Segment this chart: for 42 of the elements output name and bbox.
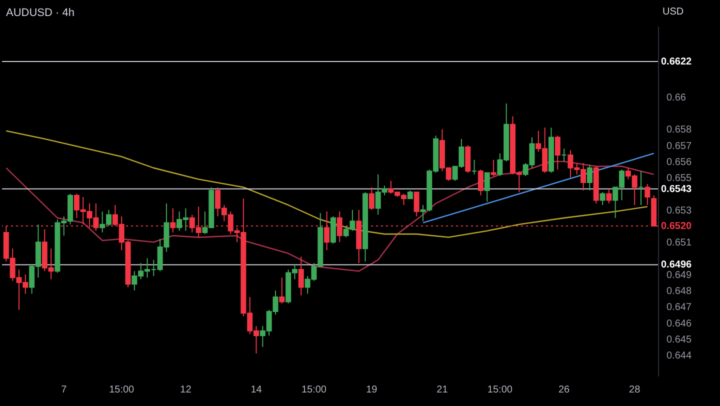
y-axis-title: USD bbox=[662, 6, 684, 18]
y-tick-label: 0.648 bbox=[666, 286, 692, 298]
x-tick-label: 15:00 bbox=[487, 384, 513, 396]
y-tick-label: 0.645 bbox=[666, 334, 692, 346]
y-tick-label: 0.656 bbox=[666, 156, 692, 168]
y-tick-label: 0.647 bbox=[666, 302, 692, 314]
x-tick-label: 28 bbox=[629, 384, 641, 396]
candlestick bbox=[414, 192, 420, 217]
y-tick-label: 0.655 bbox=[666, 173, 692, 184]
y-tick-label: 0.657 bbox=[666, 140, 692, 152]
candlestick bbox=[279, 277, 285, 304]
candlestick bbox=[484, 172, 490, 202]
candlestick bbox=[298, 256, 304, 296]
candlestick bbox=[368, 186, 374, 210]
x-tick-label: 14 bbox=[250, 384, 262, 396]
candlestick bbox=[554, 135, 560, 170]
candlestick bbox=[644, 184, 650, 206]
x-tick-label: 15:00 bbox=[301, 384, 327, 396]
x-tick-label: 26 bbox=[558, 384, 570, 396]
x-tick-label: 7 bbox=[61, 384, 68, 396]
ref-line-label: 0.6543 bbox=[661, 184, 692, 195]
ref-line-label: 0.6520 bbox=[661, 221, 692, 232]
candlestick bbox=[600, 192, 606, 206]
y-tick-label: 0.653 bbox=[666, 205, 692, 216]
y-tick-label: 0.651 bbox=[666, 238, 692, 249]
x-tick-label: 12 bbox=[180, 384, 192, 396]
x-tick-label: 15:00 bbox=[109, 384, 135, 396]
y-tick-label: 0.66 bbox=[666, 92, 686, 104]
y-tick-label: 0.649 bbox=[666, 270, 692, 281]
x-tick-label: 21 bbox=[436, 384, 448, 396]
ref-line-label: 0.6496 bbox=[661, 260, 692, 271]
line-series bbox=[6, 130, 648, 238]
y-tick-label: 0.644 bbox=[666, 350, 692, 362]
candlestick bbox=[606, 188, 612, 204]
candlestick bbox=[586, 164, 592, 192]
x-tick-label: 19 bbox=[366, 384, 378, 396]
candlestick bbox=[478, 169, 484, 196]
y-tick-label: 0.658 bbox=[666, 124, 692, 136]
ref-line-label: 0.6622 bbox=[661, 56, 692, 68]
candlestick bbox=[490, 159, 496, 176]
chart-title: AUDUSD · 4h bbox=[6, 7, 74, 19]
y-tick-label: 0.646 bbox=[666, 318, 692, 330]
